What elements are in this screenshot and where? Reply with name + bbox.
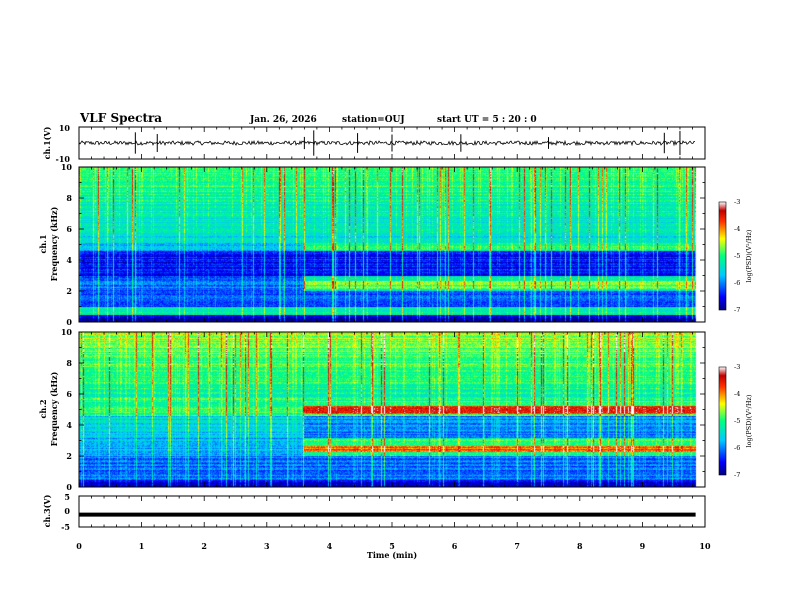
ch2-freq-tick-0: 0	[66, 482, 72, 492]
ch1-colorbar-tick-m6: -6	[734, 279, 740, 287]
xtick-1: 1	[139, 541, 145, 551]
ch2-spectrogram-ylabel: Frequency (kHz)	[49, 371, 59, 446]
ch2-freq-tick-6: 6	[66, 389, 72, 399]
ch3-ytick-mid: 0	[64, 506, 70, 516]
ch1-colorbar-tick-m5: -5	[734, 252, 740, 260]
ch1-freq-tick-10: 10	[61, 162, 73, 172]
station-label: station=OUJ	[342, 115, 405, 125]
ch3-waveform-ylabel: ch.3(V)	[42, 494, 52, 527]
xtick-10: 10	[699, 541, 711, 551]
figure-title: VLF Spectra	[79, 111, 162, 125]
ch2-spectrogram-channel-label: ch.2	[38, 399, 48, 418]
ch1-waveform-line	[78, 139, 695, 147]
ch2-colorbar-tick-m4: -4	[734, 390, 740, 398]
xtick-0: 0	[76, 541, 82, 551]
ch1-colorbar-tick-m4: -4	[734, 225, 740, 233]
ch1-ytick-bottom: -10	[56, 154, 71, 164]
ch1-waveform-spikes	[134, 130, 681, 156]
xtick-3: 3	[264, 541, 270, 551]
ch3-ytick-bottom: -5	[61, 522, 70, 532]
ch1-ytick-top: 10	[59, 123, 71, 133]
ch2-colorbar-tick-m5: -5	[734, 417, 740, 425]
ch3-ytick-top: 5	[64, 492, 70, 502]
xtick-9: 9	[640, 541, 646, 551]
x-axis: 0 1 2 3 4 5 6 7 8 9 10 Time (min)	[76, 541, 711, 560]
ch1-colorbar-gradient	[718, 201, 727, 311]
ch2-colorbar-tick-m6: -6	[734, 444, 740, 452]
ch2-spectrogram-panel: 0 2 4 6 8 10 ch.2 Frequency (kHz) -3 -4 …	[38, 327, 753, 492]
ch2-colorbar-tick-m7: -7	[734, 471, 740, 479]
axis-tick-marks	[78, 127, 706, 527]
ch1-freq-tick-6: 6	[66, 224, 72, 234]
ch1-freq-tick-0: 0	[66, 317, 72, 327]
ch1-colorbar-label: log(PSD)(V²/Hz)	[745, 229, 753, 282]
ch1-freq-tick-2: 2	[66, 286, 72, 296]
ch2-colorbar-label: log(PSD)(V²/Hz)	[745, 394, 753, 447]
x-axis-label: Time (min)	[367, 550, 417, 560]
ch2-freq-tick-2: 2	[66, 451, 72, 461]
ch1-spectrogram-panel: 0 2 4 6 8 10 ch.1 Frequency (kHz) -3 -4 …	[38, 162, 753, 327]
ch1-spectrogram-ylabel: Frequency (kHz)	[49, 206, 59, 281]
ch1-waveform-ylabel: ch.1(V)	[42, 126, 52, 159]
xtick-4: 4	[327, 541, 333, 551]
ch2-freq-tick-4: 4	[66, 420, 72, 430]
ch1-freq-ticks: 0 2 4 6 8 10	[61, 162, 73, 327]
xtick-5: 5	[389, 541, 395, 551]
ch1-freq-tick-8: 8	[66, 193, 72, 203]
ch1-colorbar-tick-m3: -3	[734, 198, 740, 206]
ch1-colorbar-tick-m7: -7	[734, 306, 740, 314]
ch2-freq-ticks: 0 2 4 6 8 10	[61, 327, 73, 492]
ch2-colorbar: -3 -4 -5 -6 -7 log(PSD)(V²/Hz)	[718, 363, 753, 479]
ch2-colorbar-gradient	[718, 366, 727, 476]
ch1-waveform-panel: 10 -10 ch.1(V)	[42, 123, 706, 164]
start-time-label: start UT = 5 : 20 : 0	[437, 115, 537, 125]
xtick-7: 7	[514, 541, 520, 551]
xtick-8: 8	[577, 541, 583, 551]
ch2-freq-tick-10: 10	[61, 327, 73, 337]
ch1-spectrogram-image	[79, 167, 705, 322]
ch1-spectrogram-channel-label: ch.1	[38, 234, 48, 253]
ch2-spectrogram-image	[79, 332, 705, 487]
xtick-2: 2	[201, 541, 207, 551]
ch2-colorbar-tick-m3: -3	[734, 363, 740, 371]
date-label: Jan. 26, 2026	[249, 115, 317, 125]
xtick-6: 6	[452, 541, 458, 551]
ch1-freq-tick-4: 4	[66, 255, 72, 265]
ch2-freq-tick-8: 8	[66, 358, 72, 368]
ch1-colorbar: -3 -4 -5 -6 -7 log(PSD)(V²/Hz)	[718, 198, 753, 314]
